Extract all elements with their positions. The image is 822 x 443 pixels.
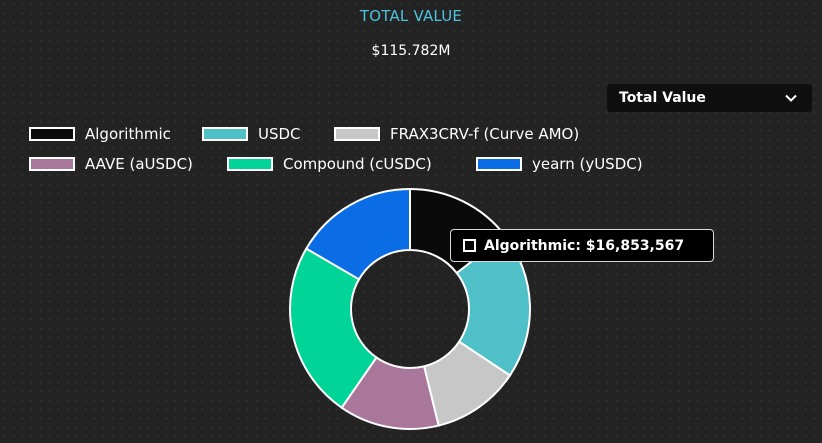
pie-slice[interactable] — [289, 247, 378, 410]
legend-swatch — [29, 157, 75, 171]
pie-slice[interactable] — [304, 187, 411, 281]
legend-swatch — [202, 127, 248, 141]
chart-title: TOTAL VALUE — [359, 7, 463, 25]
legend-item[interactable]: FRAX3CRV-f (Curve AMO) — [334, 125, 579, 143]
legend-item[interactable]: Compound (cUSDC) — [227, 155, 432, 173]
legend-swatch — [227, 157, 273, 171]
legend-swatch — [334, 127, 380, 141]
legend-label: AAVE (aUSDC) — [85, 155, 193, 173]
metric-select[interactable]: Total Value — [607, 84, 812, 112]
legend-label: FRAX3CRV-f (Curve AMO) — [390, 125, 580, 143]
tooltip-text: Algorithmic: $16,853,567 — [484, 237, 685, 254]
total-value: $115.782M — [371, 43, 451, 59]
legend-label: yearn (yUSDC) — [532, 155, 643, 173]
legend-item[interactable]: USDC — [202, 125, 301, 143]
legend-swatch — [29, 127, 75, 141]
pie-slice[interactable] — [455, 234, 531, 377]
legend-item[interactable]: Algorithmic — [29, 125, 171, 143]
metric-select-value: Total Value — [619, 90, 706, 106]
legend-label: Algorithmic — [85, 125, 171, 143]
chart-tooltip: Algorithmic: $16,853,567 — [450, 229, 714, 262]
chevron-down-icon — [785, 94, 797, 102]
legend-label: USDC — [258, 125, 301, 143]
tooltip-swatch — [463, 239, 476, 252]
legend-swatch — [476, 157, 522, 171]
legend-item[interactable]: AAVE (aUSDC) — [29, 155, 193, 173]
legend-item[interactable]: yearn (yUSDC) — [476, 155, 643, 173]
legend-label: Compound (cUSDC) — [283, 155, 432, 173]
